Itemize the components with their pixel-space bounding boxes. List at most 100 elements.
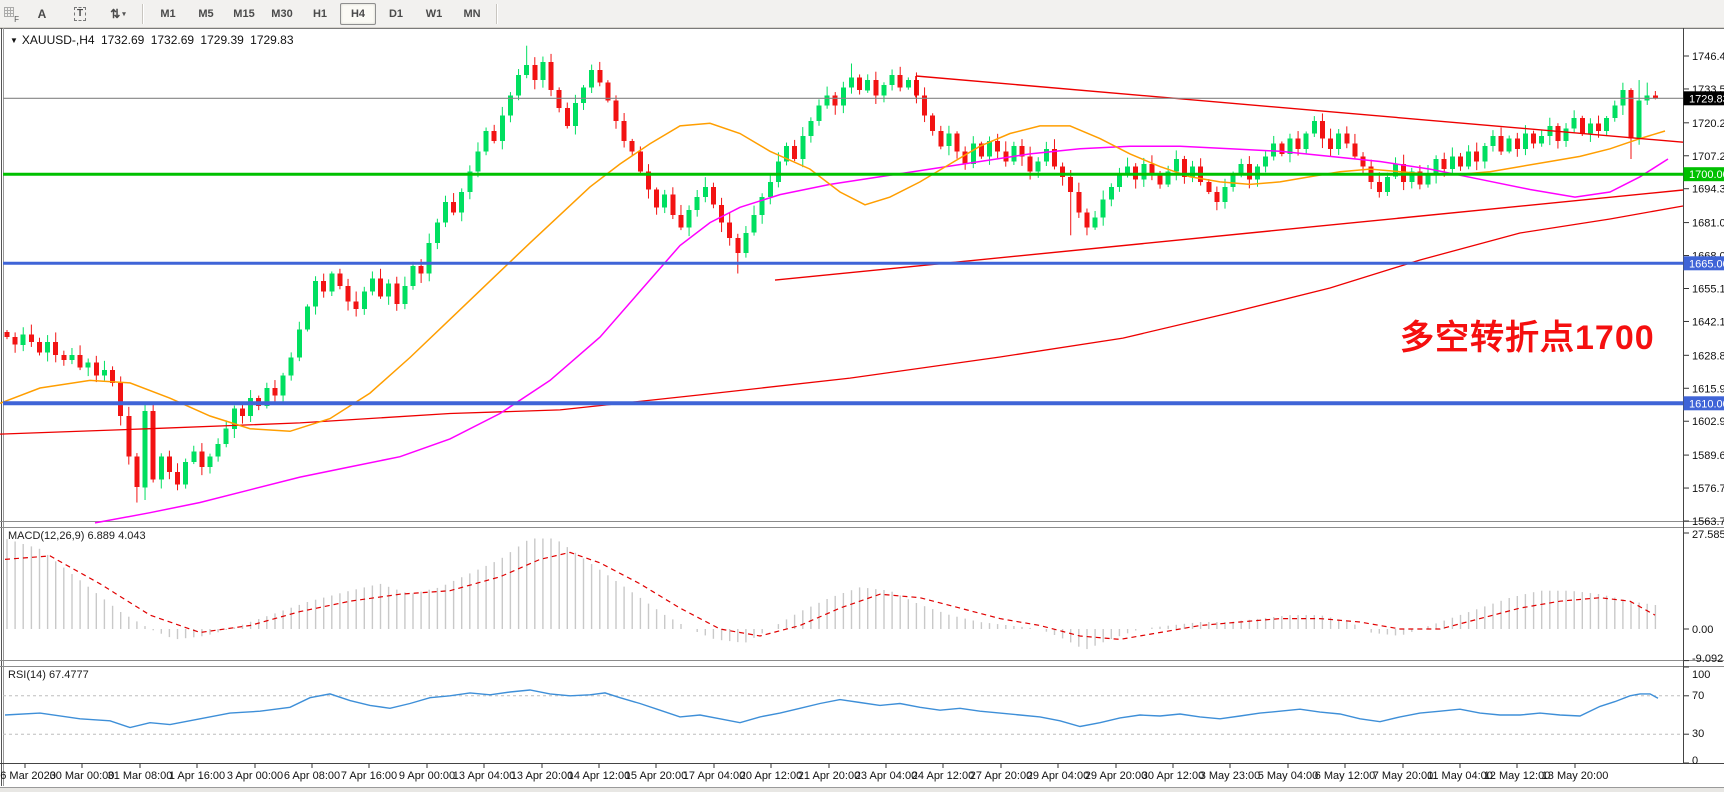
timeframe-group: M1 M5 M15 M30 H1 H4 D1 W1 MN [149,2,491,25]
svg-text:1720.20: 1720.20 [1692,118,1724,130]
time-label: 27 Apr 20:00 [970,770,1032,782]
trendline-descending-resistance[interactable] [915,75,1684,143]
tf-button-mn[interactable]: MN [463,7,481,20]
toolbar-grip-icon[interactable]: F [3,6,19,24]
macd-main-value: 6.889 [87,530,116,542]
svg-text:1700.00: 1700.00 [1689,169,1724,181]
ohlc-low: 1729.39 [200,33,244,47]
time-label: 23 Apr 04:00 [855,770,917,782]
toolbar-separator [496,3,498,24]
current-price-box[interactable]: 1729.83 [1683,91,1724,105]
time-label: 29 Apr 04:00 [1027,770,1089,782]
toolbar-separator [142,3,144,24]
time-label: 15 Apr 20:00 [625,770,687,782]
horizontal-levels[interactable] [3,97,1683,406]
tf-button-m5[interactable]: M5 [198,7,214,20]
svg-text:1642.15: 1642.15 [1692,316,1724,328]
time-label: 13 May 20:00 [1542,770,1609,782]
svg-text:1707.25: 1707.25 [1692,151,1724,163]
chevron-down-icon: ▾ [122,10,126,18]
text-label-icon: T [73,6,87,21]
time-label: 3 May 23:00 [1200,770,1261,782]
time-label: 1 Apr 16:00 [169,770,225,782]
candles [4,45,1658,503]
svg-text:0.00: 0.00 [1692,624,1713,636]
svg-text:1628.85: 1628.85 [1692,350,1724,362]
svg-text:1665.00: 1665.00 [1689,258,1724,270]
tf-button-d1[interactable]: D1 [388,7,404,20]
tf-button-h4[interactable]: H4 [340,2,376,25]
time-label: 7 May 20:00 [1373,770,1434,782]
chart-title: ▼ XAUUSD-,H4 1732.69 1732.69 1729.39 1729… [10,33,297,47]
tf-button-w1[interactable]: W1 [425,7,443,20]
svg-text:1563.75: 1563.75 [1692,516,1724,528]
svg-text:1729.83: 1729.83 [1689,93,1724,105]
time-label: 17 Apr 04:00 [683,770,745,782]
symbol-dropdown-icon[interactable]: ▼ [10,36,18,45]
time-label: 9 Apr 00:00 [399,770,455,782]
svg-text:1576.70: 1576.70 [1692,483,1724,495]
tf-button-m30[interactable]: M30 [271,7,293,20]
svg-text:1602.95: 1602.95 [1692,416,1724,428]
svg-text:70: 70 [1692,690,1704,702]
text-label-button[interactable]: T [62,3,98,25]
time-label: 30 Apr 12:00 [1142,770,1204,782]
svg-text:1694.30: 1694.30 [1692,184,1724,196]
annotation-text[interactable]: 多空转折点1700 [1400,319,1655,357]
rsi-value: 67.4777 [48,669,89,681]
arrows-icon: ⇅ [110,6,121,21]
svg-text:-9.092: -9.092 [1692,653,1723,665]
time-label: 29 Apr 20:00 [1085,770,1147,782]
rsi-panel: 100 70 30 0 [3,666,1710,767]
tf-button-h1[interactable]: H1 [312,7,328,20]
time-label: 20 Apr 12:00 [740,770,802,782]
time-label: 13 Apr 04:00 [453,770,515,782]
svg-text:1610.00: 1610.00 [1689,398,1724,410]
svg-text:1746.45: 1746.45 [1692,51,1724,63]
annotate-a-button[interactable]: A [37,6,47,21]
time-label: 30 Mar 00:00 [50,770,115,782]
time-label: 26 Mar 2020 [0,770,56,782]
toolbar: F A T ⇅ ▾ M1 M5 M15 M30 H1 H4 D1 W1 MN [0,0,1724,28]
trendlines[interactable] [774,75,1684,281]
price-box-1610.00[interactable]: 1610.00 [1683,396,1724,411]
svg-text:27.585: 27.585 [1692,529,1724,541]
macd-signal-value: 4.043 [118,530,146,542]
time-label: 31 Mar 08:00 [108,770,173,782]
time-label: 5 May 04:00 [1258,770,1319,782]
price-axis: 1746.451733.501720.201707.251694.301681.… [1684,51,1724,528]
svg-text:30: 30 [1692,728,1704,740]
time-label: 24 Apr 12:00 [912,770,974,782]
ohlc-high: 1732.69 [150,33,195,47]
time-label: 11 May 04:00 [1427,770,1493,782]
tf-button-m15[interactable]: M15 [233,7,255,20]
symbol-label: XAUUSD-,H4 [21,33,95,47]
price-box-1700.00[interactable]: 1700.00 [1683,167,1724,181]
price-box-1665.00[interactable]: 1665.00 [1683,256,1724,270]
ohlc-open: 1732.69 [100,33,145,47]
time-label: 13 Apr 20:00 [511,770,573,782]
time-label: 6 Apr 08:00 [284,770,340,782]
trendline-ascending-support[interactable] [774,189,1684,281]
macd-label: MACD(12,26,9) 6.889 4.043 [8,530,146,542]
svg-text:1655.10: 1655.10 [1692,284,1724,296]
ohlc-close: 1729.83 [250,33,294,47]
time-label: 14 Apr 12:00 [568,770,630,782]
time-label: 3 Apr 00:00 [227,770,283,782]
rsi-label: RSI(14) 67.4777 [8,669,89,681]
time-label: 6 May 12:00 [1315,770,1376,782]
svg-text:1681.00: 1681.00 [1692,218,1724,230]
svg-text:0: 0 [1692,755,1698,767]
tf-button-m1[interactable]: M1 [160,7,176,20]
arrows-button[interactable]: ⇅ ▾ [100,3,136,25]
svg-text:1615.90: 1615.90 [1692,383,1724,395]
panel-borders [0,28,1724,792]
time-label: 12 May 12:00 [1484,770,1551,782]
toolbar-grip-label: F [14,14,19,24]
macd-panel: 27.585 0.00 -9.092 [4,529,1724,665]
time-label: 21 Apr 20:00 [798,770,860,782]
time-label: 7 Apr 16:00 [341,770,397,782]
